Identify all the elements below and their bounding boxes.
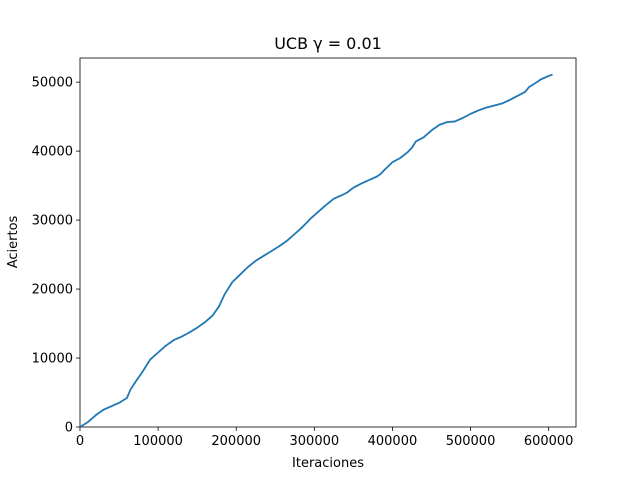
series-layer bbox=[79, 73, 553, 428]
chart-title: UCB γ = 0.01 bbox=[274, 34, 382, 53]
x-tick-label: 500000 bbox=[446, 434, 496, 449]
x-axis-label: Iteraciones bbox=[292, 456, 364, 471]
y-tick-label: 0 bbox=[65, 421, 73, 436]
y-tick-label: 20000 bbox=[32, 283, 73, 298]
x-axis: 0 100000 200000 300000 400000 500000 600000 bbox=[76, 427, 574, 449]
series-line-0 bbox=[79, 73, 553, 428]
x-tick-label: 0 bbox=[76, 434, 84, 449]
x-tick-label: 600000 bbox=[524, 434, 574, 449]
plot-frame bbox=[79, 57, 577, 428]
y-axis-label: Aciertos bbox=[6, 215, 21, 268]
x-tick-label: 100000 bbox=[133, 434, 183, 449]
y-axis: 0 10000 20000 30000 40000 50000 bbox=[32, 76, 80, 436]
x-tick-label: 300000 bbox=[290, 434, 340, 449]
y-tick-label: 10000 bbox=[32, 352, 73, 367]
plot-area bbox=[79, 57, 577, 428]
y-tick-label: 50000 bbox=[32, 76, 73, 91]
y-tick-label: 40000 bbox=[32, 145, 73, 160]
y-tick-label: 30000 bbox=[32, 214, 73, 229]
x-tick-label: 400000 bbox=[368, 434, 418, 449]
x-tick-label: 200000 bbox=[211, 434, 261, 449]
